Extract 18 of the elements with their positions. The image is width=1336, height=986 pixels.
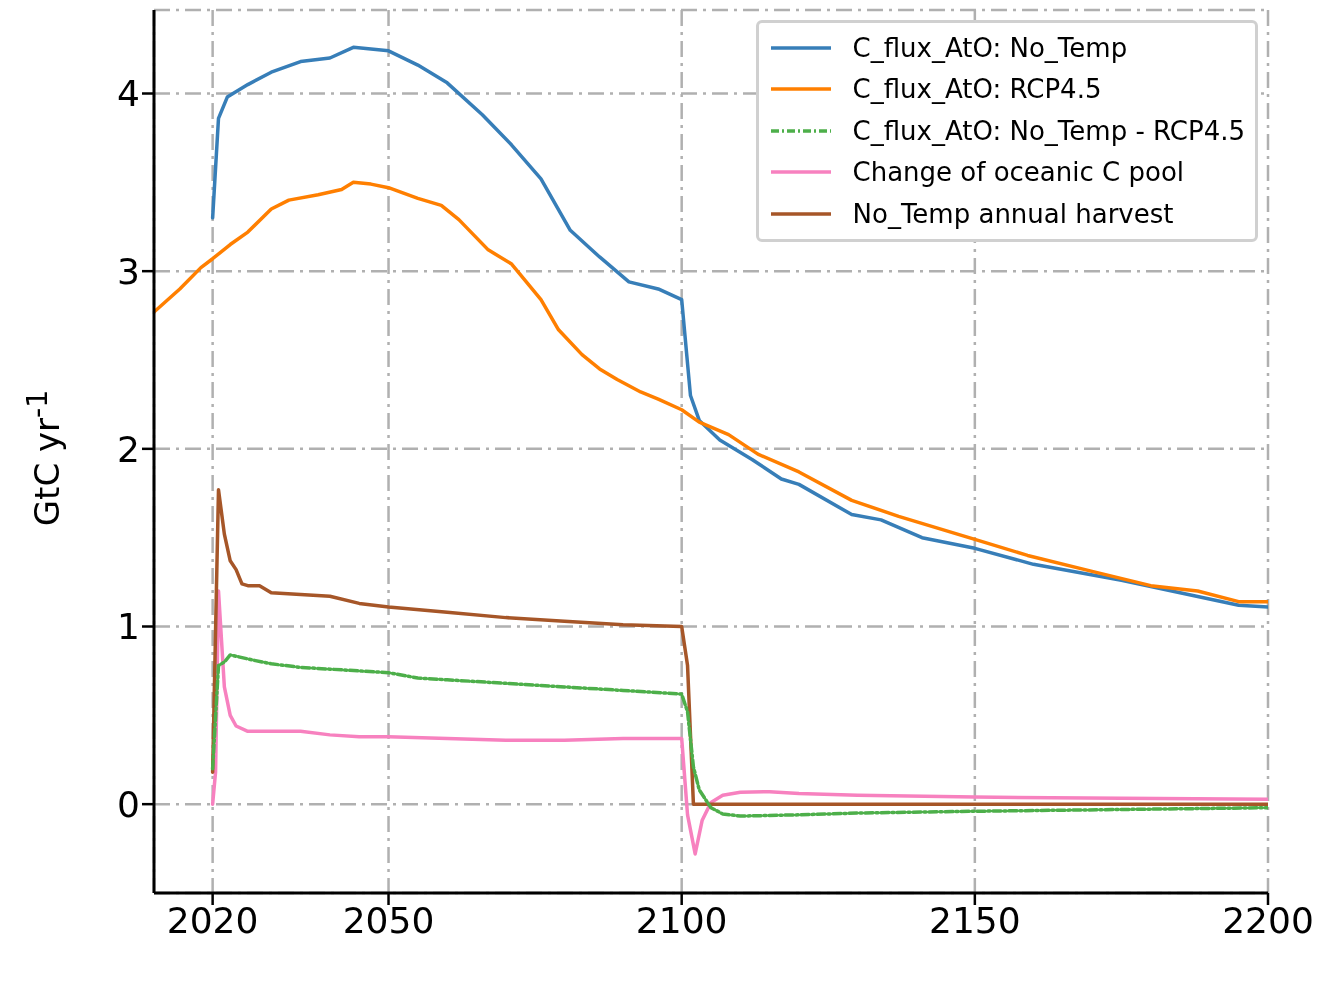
y-tick-label: 4 <box>117 73 140 115</box>
legend-label: C_flux_AtO: No_Temp <box>852 32 1128 63</box>
line-series <box>210 653 1268 818</box>
x-tick-label: 2200 <box>1222 899 1314 941</box>
y-tick-label: 3 <box>117 250 140 292</box>
legend-label: Change of oceanic C pool <box>852 157 1185 188</box>
x-tick-label: 2100 <box>635 899 728 941</box>
x-tick-label: 2050 <box>342 899 435 941</box>
x-tick-label: 2020 <box>166 899 259 941</box>
legend-label: C_flux_AtO: No_Temp - RCP4.5 <box>852 115 1245 146</box>
y-tick-label: 1 <box>117 606 140 648</box>
legend-label: No_Temp annual harvest <box>852 198 1174 229</box>
legend-label: C_flux_AtO: RCP4.5 <box>852 74 1102 105</box>
y-tick-label: 0 <box>117 783 140 825</box>
line-series <box>210 487 1268 806</box>
x-tick-label: 2150 <box>929 899 1021 941</box>
y-tick-label: 2 <box>117 428 140 470</box>
line-series <box>210 589 1268 856</box>
